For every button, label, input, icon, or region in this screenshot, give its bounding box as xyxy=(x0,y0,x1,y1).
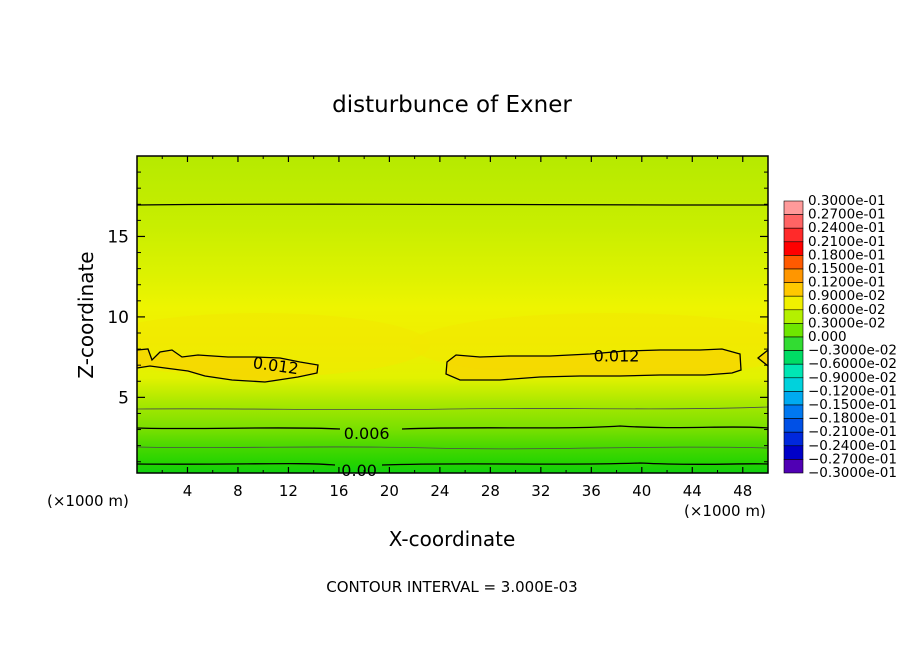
colorbar-swatch xyxy=(783,268,804,283)
colorbar-label: −0.1800e-01 xyxy=(808,411,897,427)
x-tick-label: 8 xyxy=(233,482,243,500)
x-tick-label: 36 xyxy=(582,482,601,500)
y-axis-label: Z-coordinate xyxy=(74,251,98,378)
x-unit-left: (×1000 m) xyxy=(47,492,129,510)
colorbar-label: −0.3000e-02 xyxy=(808,343,897,359)
plot-frame xyxy=(136,155,769,474)
x-tick-label: 32 xyxy=(531,482,550,500)
colorbar-label: −0.2100e-01 xyxy=(808,424,897,440)
colorbar-swatch xyxy=(783,323,804,338)
colorbar-label: 0.3000e-02 xyxy=(808,315,886,331)
x-axis-label: X-coordinate xyxy=(389,527,516,551)
colorbar-swatch xyxy=(783,350,804,365)
colorbar-swatch xyxy=(783,336,804,351)
contour-line-000 xyxy=(137,462,768,466)
colorbar-label: −0.9000e-02 xyxy=(808,370,897,386)
colorbar-swatch xyxy=(783,391,804,406)
contour-line-017 xyxy=(137,203,768,206)
colorbar-label: 0.2700e-01 xyxy=(808,207,886,223)
colorbar-swatch xyxy=(783,214,804,229)
colorbar-label: −0.6000e-02 xyxy=(808,356,897,372)
contour-thin-2 xyxy=(137,446,768,450)
colorbar-swatch xyxy=(783,431,804,447)
contour-fill-012-right xyxy=(446,349,741,380)
y-tick-label: 15 xyxy=(107,227,129,247)
x-unit-right: (×1000 m) xyxy=(684,502,766,520)
x-tick-label: 16 xyxy=(329,482,348,500)
colorbar-label: 0.000 xyxy=(808,329,847,345)
colorbar-swatch xyxy=(783,404,804,419)
x-tick-label: 20 xyxy=(380,482,399,500)
colorbar-swatch xyxy=(783,377,804,392)
colorbar-label: −0.1500e-01 xyxy=(808,397,897,413)
x-tick-label: 12 xyxy=(279,482,298,500)
x-tick-label: 44 xyxy=(683,482,702,500)
colorbar-label: −0.2700e-01 xyxy=(808,451,897,467)
colorbar-label: 0.3000e-01 xyxy=(808,193,886,209)
contour-line-012-right xyxy=(445,348,742,381)
colorbar-label: −0.2400e-01 xyxy=(808,438,897,454)
x-tick-label: 48 xyxy=(733,482,752,500)
contour-line-012-left xyxy=(137,348,319,383)
colorbar-label: 0.6000e-02 xyxy=(808,302,886,318)
colorbar: 0.3000e-010.2700e-010.2400e-010.2100e-01… xyxy=(783,193,897,481)
contour-thin-1 xyxy=(137,406,768,411)
colorbar-label: 0.9000e-02 xyxy=(808,288,886,304)
contour-fill-012-edge xyxy=(758,350,768,366)
colorbar-swatch xyxy=(783,418,804,433)
colorbar-label: 0.2400e-01 xyxy=(808,220,886,236)
colorbar-swatch xyxy=(783,282,804,297)
contour-interval-footer: CONTOUR INTERVAL = 3.000E-03 xyxy=(326,578,577,596)
colorbar-swatch xyxy=(783,295,804,311)
colorbar-swatch xyxy=(783,200,804,215)
x-tick-label: 24 xyxy=(430,482,449,500)
x-tick-label: 28 xyxy=(481,482,500,500)
colorbar-swatch xyxy=(783,255,804,270)
contour-line-006 xyxy=(137,425,768,430)
x-tick-label: 40 xyxy=(632,482,651,500)
colorbar-label: 0.1800e-01 xyxy=(808,247,886,263)
contour-label: 0.006 xyxy=(344,424,390,443)
colorbar-swatch xyxy=(783,445,804,460)
colorbar-label: 0.1200e-01 xyxy=(808,275,886,291)
axis-ticks xyxy=(137,156,768,473)
colorbar-swatch xyxy=(783,309,804,324)
contour-field xyxy=(137,156,768,473)
chart-title: disturbunce of Exner xyxy=(332,92,572,118)
y-tick-label: 10 xyxy=(107,308,129,328)
y-tick-label: 5 xyxy=(118,388,129,408)
contour-label: 0.012 xyxy=(594,347,640,366)
x-tick-label: 4 xyxy=(183,482,193,500)
colorbar-swatch xyxy=(783,363,804,379)
colorbar-swatch xyxy=(783,459,804,474)
colorbar-label: −0.3000e-01 xyxy=(808,465,897,481)
colorbar-swatch xyxy=(783,227,804,243)
colorbar-label: 0.1500e-01 xyxy=(808,261,886,277)
colorbar-label: −0.1200e-01 xyxy=(808,383,897,399)
colorbar-swatch xyxy=(783,241,804,256)
contour-label: 0.00 xyxy=(341,461,377,480)
colorbar-label: 0.2100e-01 xyxy=(808,234,886,250)
contour-line-012-edge xyxy=(756,349,768,367)
